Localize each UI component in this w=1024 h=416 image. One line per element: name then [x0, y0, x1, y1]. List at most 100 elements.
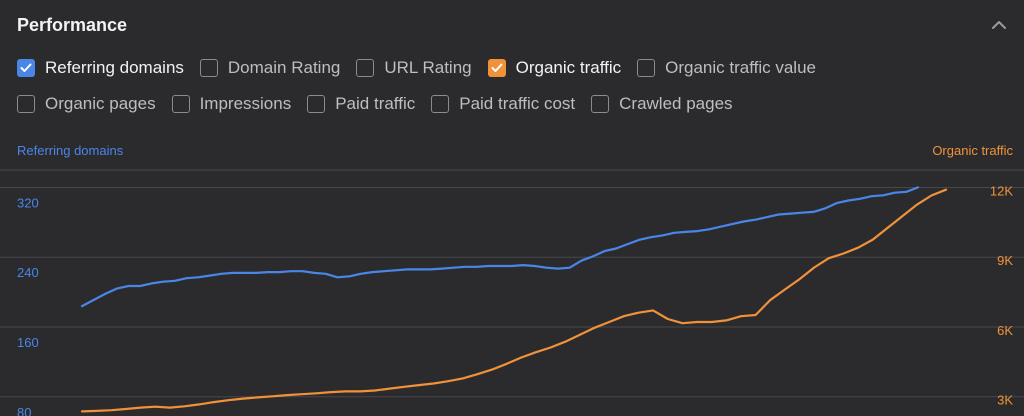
checkbox[interactable]	[487, 59, 506, 77]
data-point	[336, 276, 339, 279]
data-point	[580, 259, 583, 262]
series-line-referring-domains	[80, 186, 920, 308]
data-point	[593, 326, 596, 329]
data-point	[652, 309, 655, 312]
data-point	[666, 318, 669, 320]
data-point	[452, 266, 455, 269]
data-point	[696, 321, 698, 323]
data-point	[429, 268, 432, 271]
metric-toggle-paid-traffic[interactable]: Paid traffic	[307, 94, 415, 114]
data-point	[930, 194, 933, 197]
metric-toggles-row-2: Organic pages Impressions Paid traffic Paid…	[17, 94, 749, 114]
data-point	[578, 333, 581, 336]
data-point	[212, 401, 215, 403]
data-point	[499, 265, 501, 267]
data-point	[220, 272, 223, 275]
data-point	[95, 409, 98, 412]
data-point	[533, 265, 536, 267]
data-point	[893, 191, 896, 194]
metric-toggle-organic-traffic-value[interactable]: Organic traffic value	[637, 58, 816, 78]
data-point	[388, 387, 391, 390]
data-point	[208, 274, 211, 277]
data-point	[162, 280, 165, 283]
data-point	[608, 321, 611, 323]
data-point	[183, 405, 186, 408]
data-point	[549, 346, 552, 349]
data-point	[789, 212, 792, 215]
data-point	[266, 271, 269, 273]
data-point	[382, 270, 385, 273]
data-point	[125, 408, 127, 410]
data-point	[740, 315, 742, 318]
metric-label: Paid traffic	[335, 94, 416, 113]
checkmark-icon	[491, 63, 503, 72]
metric-label: Organic traffic value	[665, 58, 816, 77]
right-tick-label: 3K	[997, 392, 1013, 407]
data-point	[622, 315, 625, 318]
data-point	[92, 299, 95, 301]
data-point	[403, 385, 406, 388]
data-point	[242, 397, 244, 400]
metric-toggle-crawled-pages[interactable]: Crawled pages	[591, 94, 733, 114]
checkbox[interactable]	[199, 59, 218, 77]
data-point	[798, 278, 801, 280]
metric-toggle-domain-rating[interactable]: Domain Rating	[199, 58, 340, 78]
metric-toggle-organic-pages[interactable]: Organic pages	[17, 94, 156, 114]
data-point	[232, 272, 234, 274]
data-point	[330, 391, 332, 393]
metric-label: Impressions	[199, 94, 292, 113]
metric-toggle-url-rating[interactable]: URL Rating	[356, 58, 472, 78]
data-point	[198, 403, 201, 406]
data-point	[917, 186, 919, 189]
data-point	[417, 384, 420, 387]
data-point	[197, 276, 200, 279]
data-point	[824, 207, 827, 210]
data-point	[348, 275, 350, 278]
right-axis-title: Organic traffic	[932, 143, 1013, 158]
data-point	[915, 203, 918, 206]
data-point	[127, 285, 130, 287]
metric-toggle-organic-traffic[interactable]: Organic traffic	[487, 58, 622, 78]
data-point	[766, 216, 768, 219]
data-point	[475, 265, 478, 268]
data-point	[842, 252, 845, 255]
data-point	[432, 382, 435, 385]
data-point	[394, 269, 397, 272]
data-point	[315, 392, 318, 395]
data-point	[568, 266, 571, 269]
checkbox[interactable]	[637, 59, 656, 77]
checkbox[interactable]	[431, 95, 450, 113]
data-point	[491, 368, 493, 371]
data-point	[684, 231, 687, 233]
metric-label: Organic traffic	[515, 58, 622, 77]
data-point	[115, 287, 118, 290]
data-point	[487, 265, 490, 267]
data-point	[271, 395, 274, 398]
checkbox[interactable]	[356, 59, 375, 77]
left-axis-title: Referring domains	[17, 143, 124, 158]
chevron-up-icon[interactable]	[990, 18, 1008, 32]
data-point	[710, 321, 713, 323]
metric-toggle-impressions[interactable]: Impressions	[171, 94, 292, 114]
data-point	[719, 225, 722, 228]
data-point	[813, 266, 816, 269]
data-point	[901, 215, 903, 218]
data-point	[725, 319, 728, 322]
metric-toggle-paid-traffic-cost[interactable]: Paid traffic cost	[431, 94, 575, 114]
data-point	[637, 311, 640, 314]
checkbox[interactable]	[171, 95, 190, 113]
data-point	[696, 230, 699, 232]
checkbox[interactable]	[591, 95, 610, 113]
data-point	[104, 292, 107, 295]
metric-toggle-referring-domains[interactable]: Referring domains	[17, 58, 184, 78]
checkbox[interactable]	[307, 95, 326, 113]
checkbox[interactable]	[17, 95, 35, 113]
data-point	[255, 272, 258, 274]
data-point	[673, 231, 676, 234]
checkmark-icon	[20, 63, 32, 72]
data-point	[754, 314, 757, 316]
checkbox[interactable]	[17, 59, 35, 77]
panel-title: Performance	[17, 15, 128, 35]
data-point	[638, 238, 641, 241]
data-point	[557, 267, 559, 270]
